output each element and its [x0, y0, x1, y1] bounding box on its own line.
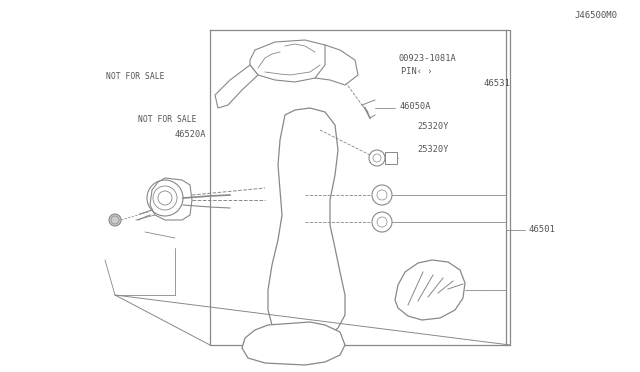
Text: NOT FOR SALE: NOT FOR SALE — [138, 115, 196, 124]
Text: 46531: 46531 — [483, 79, 510, 88]
Polygon shape — [242, 322, 345, 365]
Bar — [385, 152, 397, 164]
Text: 46050A: 46050A — [400, 102, 431, 110]
Text: PIN‹ ›: PIN‹ › — [401, 67, 432, 76]
Polygon shape — [395, 260, 465, 320]
Text: 00923-1081A: 00923-1081A — [399, 54, 456, 63]
Text: NOT FOR SALE: NOT FOR SALE — [106, 72, 164, 81]
Text: 46520A: 46520A — [175, 130, 206, 139]
Circle shape — [109, 214, 121, 226]
Text: 25320Y: 25320Y — [417, 145, 449, 154]
Polygon shape — [150, 178, 192, 220]
Polygon shape — [215, 65, 258, 108]
Text: J46500M0: J46500M0 — [575, 11, 618, 20]
Polygon shape — [250, 40, 335, 82]
Text: 25320Y: 25320Y — [417, 122, 449, 131]
Polygon shape — [268, 108, 345, 342]
Polygon shape — [315, 45, 358, 85]
Text: 46501: 46501 — [529, 225, 556, 234]
